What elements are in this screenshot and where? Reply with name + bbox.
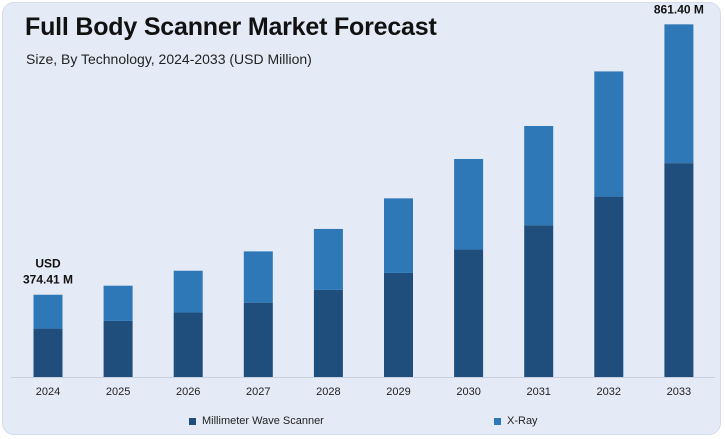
chart-card: Full Body Scanner Market Forecast Size, … bbox=[2, 2, 721, 435]
bar-x-ray-2024 bbox=[33, 294, 63, 329]
bar-x-ray-2027 bbox=[243, 251, 273, 303]
x-tick-label-2030: 2030 bbox=[456, 386, 480, 398]
chart-subtitle: Size, By Technology, 2024-2033 (USD Mill… bbox=[26, 51, 312, 67]
bar-millimeter-wave-2030 bbox=[454, 249, 484, 377]
total-label-2033-line-1: 861.40 M bbox=[654, 3, 704, 16]
bar-x-ray-2028 bbox=[313, 228, 343, 290]
x-tick-label-2033: 2033 bbox=[667, 386, 691, 398]
legend: Millimeter Wave Scanner X-Ray bbox=[3, 415, 720, 431]
x-tick-label-2029: 2029 bbox=[386, 386, 410, 398]
x-tick-label-2027: 2027 bbox=[246, 386, 270, 398]
x-tick-label-2025: 2025 bbox=[106, 386, 130, 398]
legend-item-x-ray: X-Ray bbox=[494, 415, 538, 427]
bar-millimeter-wave-2033 bbox=[664, 163, 694, 377]
bar-millimeter-wave-2028 bbox=[313, 289, 343, 377]
bar-x-ray-2033 bbox=[664, 24, 694, 164]
total-label-2024-line-0: USD bbox=[35, 257, 61, 271]
bar-x-ray-2030 bbox=[454, 158, 484, 250]
total-label-2024-line-1: 374.41 M bbox=[23, 273, 73, 287]
bar-millimeter-wave-2031 bbox=[524, 225, 554, 377]
bar-millimeter-wave-2027 bbox=[243, 302, 273, 377]
bar-x-ray-2025 bbox=[103, 285, 133, 321]
legend-item-millimeter-wave: Millimeter Wave Scanner bbox=[189, 415, 324, 427]
legend-swatch-x-ray bbox=[494, 417, 501, 425]
bar-x-ray-2029 bbox=[384, 198, 413, 273]
x-tick-label-2024: 2024 bbox=[36, 386, 60, 398]
x-tick-label-2028: 2028 bbox=[316, 386, 340, 398]
bar-millimeter-wave-2025 bbox=[103, 320, 133, 377]
bar-x-ray-2031 bbox=[524, 125, 554, 226]
legend-swatch-millimeter-wave bbox=[189, 417, 196, 425]
bar-millimeter-wave-2032 bbox=[594, 196, 624, 377]
bar-millimeter-wave-2029 bbox=[384, 272, 413, 377]
bar-chart: 2024 2025 2026 2027 2028 2029 2030 2031 2032 2033… bbox=[11, 3, 715, 398]
bar-x-ray-2032 bbox=[594, 71, 624, 197]
chart-title: Full Body Scanner Market Forecast bbox=[25, 13, 437, 41]
bar-millimeter-wave-2026 bbox=[173, 312, 203, 377]
bar-millimeter-wave-2024 bbox=[33, 328, 63, 377]
x-tick-label-2026: 2026 bbox=[176, 386, 200, 398]
x-tick-label-2032: 2032 bbox=[597, 386, 621, 398]
x-tick-label-2031: 2031 bbox=[526, 386, 550, 398]
legend-label-millimeter-wave: Millimeter Wave Scanner bbox=[202, 415, 324, 427]
legend-label-x-ray: X-Ray bbox=[507, 415, 538, 427]
bar-x-ray-2026 bbox=[173, 270, 203, 313]
